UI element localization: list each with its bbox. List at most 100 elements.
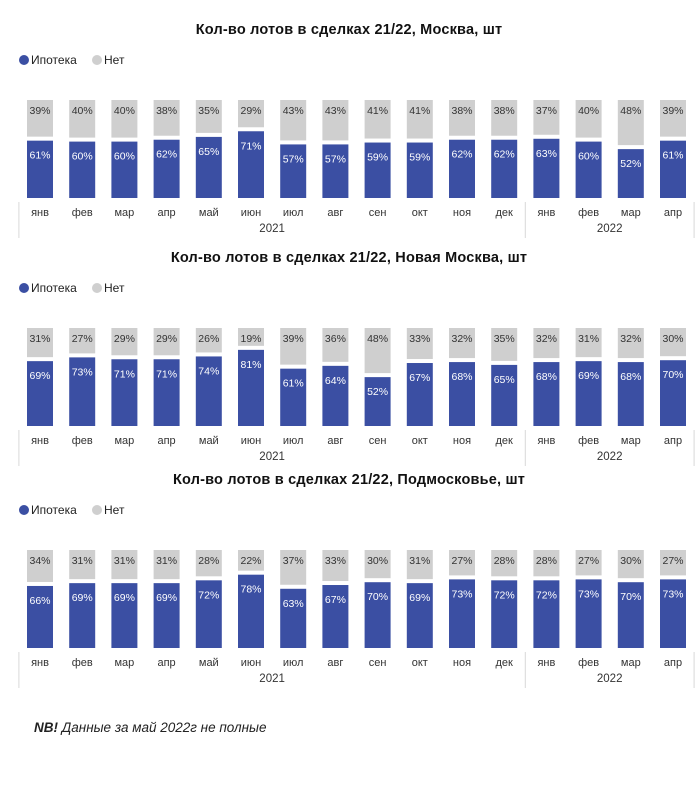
label-no-дек: 28% — [494, 555, 515, 567]
tick-label-авг: авг — [327, 207, 343, 219]
bar-no-июл — [280, 328, 307, 365]
label-no-мар: 40% — [114, 105, 135, 117]
label-no-апр: 27% — [662, 555, 683, 567]
bar-no-фев — [69, 328, 96, 354]
legend-swatch-mortgage — [19, 55, 29, 65]
label-no-ноя: 27% — [451, 555, 472, 567]
bar-mortgage-сен — [364, 377, 391, 426]
bar-mortgage-июл — [280, 144, 307, 198]
label-no-фев: 40% — [72, 105, 93, 117]
bar-mortgage-янв — [27, 361, 53, 426]
label-no-янв: 39% — [29, 105, 50, 117]
label-mortgage-фев: 73% — [578, 588, 599, 600]
label-no-фев: 31% — [578, 333, 599, 345]
label-mortgage-апр: 69% — [156, 592, 177, 604]
bar-no-апр — [660, 328, 686, 357]
bar-no-июн — [238, 328, 264, 346]
label-mortgage-апр: 73% — [662, 588, 683, 600]
label-no-авг: 43% — [325, 105, 346, 117]
label-mortgage-июн: 78% — [240, 584, 261, 596]
bar-no-окт — [406, 550, 433, 580]
tick-label-сен: сен — [369, 657, 387, 669]
label-no-июл: 37% — [283, 555, 304, 567]
tick-label-сен: сен — [369, 435, 387, 447]
bar-no-апр — [660, 100, 686, 137]
bar-no-мар — [111, 550, 138, 580]
chart-title: Кол-во лотов в сделках 21/22, Новая Моск… — [171, 250, 527, 266]
bar-no-май — [195, 550, 222, 577]
tick-label-ноя: ноя — [453, 657, 471, 669]
label-mortgage-янв: 66% — [29, 595, 50, 607]
bar-mortgage-апр — [153, 139, 180, 198]
label-no-май: 28% — [198, 555, 219, 567]
bar-no-мар — [617, 550, 644, 579]
label-no-июн: 29% — [240, 105, 261, 117]
tick-label-фев: фев — [72, 207, 93, 219]
bar-no-мар — [617, 328, 644, 359]
label-mortgage-янв: 72% — [536, 589, 557, 601]
tick-label-янв: янв — [537, 657, 555, 669]
tick-label-янв: янв — [537, 207, 555, 219]
label-no-окт: 33% — [409, 333, 430, 345]
label-no-дек: 35% — [494, 333, 515, 345]
label-mortgage-сен: 59% — [367, 152, 388, 164]
bar-no-янв — [27, 328, 53, 358]
bar-mortgage-авг — [322, 144, 349, 198]
label-mortgage-сен: 52% — [367, 386, 388, 398]
bar-mortgage-май — [195, 580, 222, 648]
bar-mortgage-июн — [238, 131, 264, 198]
bar-no-мар — [617, 100, 644, 146]
label-mortgage-фев: 60% — [578, 151, 599, 163]
legend-swatch-no — [92, 55, 102, 65]
label-no-янв: 28% — [536, 555, 557, 567]
tick-label-янв: янв — [31, 435, 49, 447]
bar-no-дек — [491, 550, 518, 577]
tick-label-июл: июл — [283, 207, 304, 219]
label-no-мар: 48% — [620, 105, 641, 117]
bar-no-апр — [153, 328, 180, 356]
tick-label-окт: окт — [412, 207, 428, 219]
bar-mortgage-апр — [660, 579, 686, 648]
label-mortgage-ноя: 73% — [451, 588, 472, 600]
tick-label-июн: июн — [241, 435, 261, 447]
bar-no-авг — [322, 100, 349, 141]
tick-label-апр: апр — [157, 657, 175, 669]
tick-label-мар: мар — [621, 207, 641, 219]
label-mortgage-дек: 62% — [494, 149, 515, 161]
label-no-фев: 31% — [72, 555, 93, 567]
bar-mortgage-ноя — [449, 579, 475, 648]
bar-mortgage-ноя — [449, 362, 475, 426]
bar-no-ноя — [449, 100, 475, 136]
bar-mortgage-июн — [238, 574, 264, 648]
bar-mortgage-окт — [406, 583, 433, 648]
label-mortgage-мар: 70% — [620, 591, 641, 603]
tick-label-апр: апр — [157, 435, 175, 447]
bar-mortgage-фев — [575, 141, 602, 198]
year-label-2022: 2022 — [597, 673, 623, 685]
footnote: NB! Данные за май 2022г не полные — [34, 720, 266, 735]
bar-mortgage-мар — [111, 583, 138, 648]
bar-mortgage-фев — [575, 361, 602, 426]
year-label-2021: 2021 — [259, 223, 285, 235]
bar-no-мар — [111, 100, 138, 138]
tick-label-мар: мар — [114, 207, 134, 219]
bar-mortgage-ноя — [449, 139, 475, 198]
year-label-2022: 2022 — [597, 451, 623, 463]
label-mortgage-авг: 67% — [325, 594, 346, 606]
tick-label-июн: июн — [241, 207, 261, 219]
bar-mortgage-янв — [533, 138, 560, 198]
bar-mortgage-мар — [617, 362, 644, 426]
footnote-text: Данные за май 2022г не полные — [58, 720, 267, 735]
chart-podmoskovye-svg: Кол-во лотов в сделках 21/22, Подмосковь… — [18, 472, 695, 688]
label-no-ноя: 38% — [451, 105, 472, 117]
tick-label-дек: дек — [496, 207, 514, 219]
label-no-июл: 43% — [283, 105, 304, 117]
bar-mortgage-фев — [69, 583, 96, 648]
chart-podmoskovye: Кол-во лотов в сделках 21/22, Подмосковь… — [0, 458, 699, 688]
bar-no-янв — [533, 100, 560, 135]
label-mortgage-апр: 61% — [662, 150, 683, 162]
legend-swatch-mortgage — [19, 283, 29, 293]
tick-label-мар: мар — [114, 435, 134, 447]
bar-mortgage-дек — [491, 364, 518, 426]
bar-no-июн — [238, 100, 264, 128]
